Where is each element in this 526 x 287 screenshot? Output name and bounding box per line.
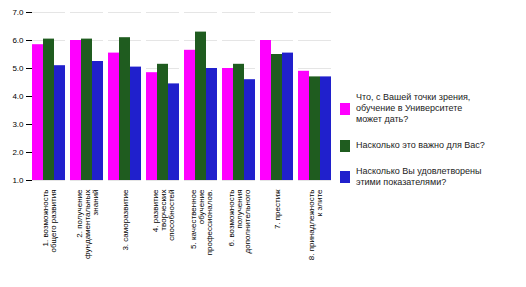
svg-text:6. возможностьполучениядополни: 6. возможностьполучениядополнительного bbox=[227, 189, 252, 253]
svg-text:5.0: 5.0 bbox=[12, 64, 24, 73]
svg-text:5. качественноеобучениепрофесс: 5. качественноеобучениепрофессионалов. bbox=[189, 189, 214, 255]
svg-text:4. развитиетворческихспособнос: 4. развитиетворческихспособностей bbox=[151, 189, 176, 241]
svg-text:1. возможностьобщего развития: 1. возможностьобщего развития bbox=[41, 190, 58, 253]
html-text:Насколько Вы удовлетворены эти: Насколько Вы удовлетворены этими показат… bbox=[356, 165, 482, 187]
svg-text:7.0: 7.0 bbox=[12, 8, 24, 17]
svg-text:2. получениефундаментальныхзна: 2. получениефундаментальныхзнаний bbox=[75, 189, 100, 259]
svg-text:2.0: 2.0 bbox=[12, 148, 24, 157]
svg-text:1.0: 1.0 bbox=[12, 176, 24, 185]
svg-text:6.0: 6.0 bbox=[12, 36, 24, 45]
html-text:Насколько это важно для Вас?: Насколько это важно для Вас? bbox=[356, 140, 485, 150]
svg-text:3.0: 3.0 bbox=[12, 120, 24, 129]
svg-text:8. принадлежностьк элите: 8. принадлежностьк элите bbox=[307, 189, 324, 260]
html-text:Что, с Вашей точки зрения, обу: Что, с Вашей точки зрения, обучение в Ун… bbox=[356, 91, 471, 125]
svg-text:3. саморазвитие: 3. саморазвитие bbox=[121, 189, 130, 251]
svg-text:4.0: 4.0 bbox=[12, 92, 24, 101]
svg-text:7. престиж: 7. престиж bbox=[273, 189, 282, 229]
